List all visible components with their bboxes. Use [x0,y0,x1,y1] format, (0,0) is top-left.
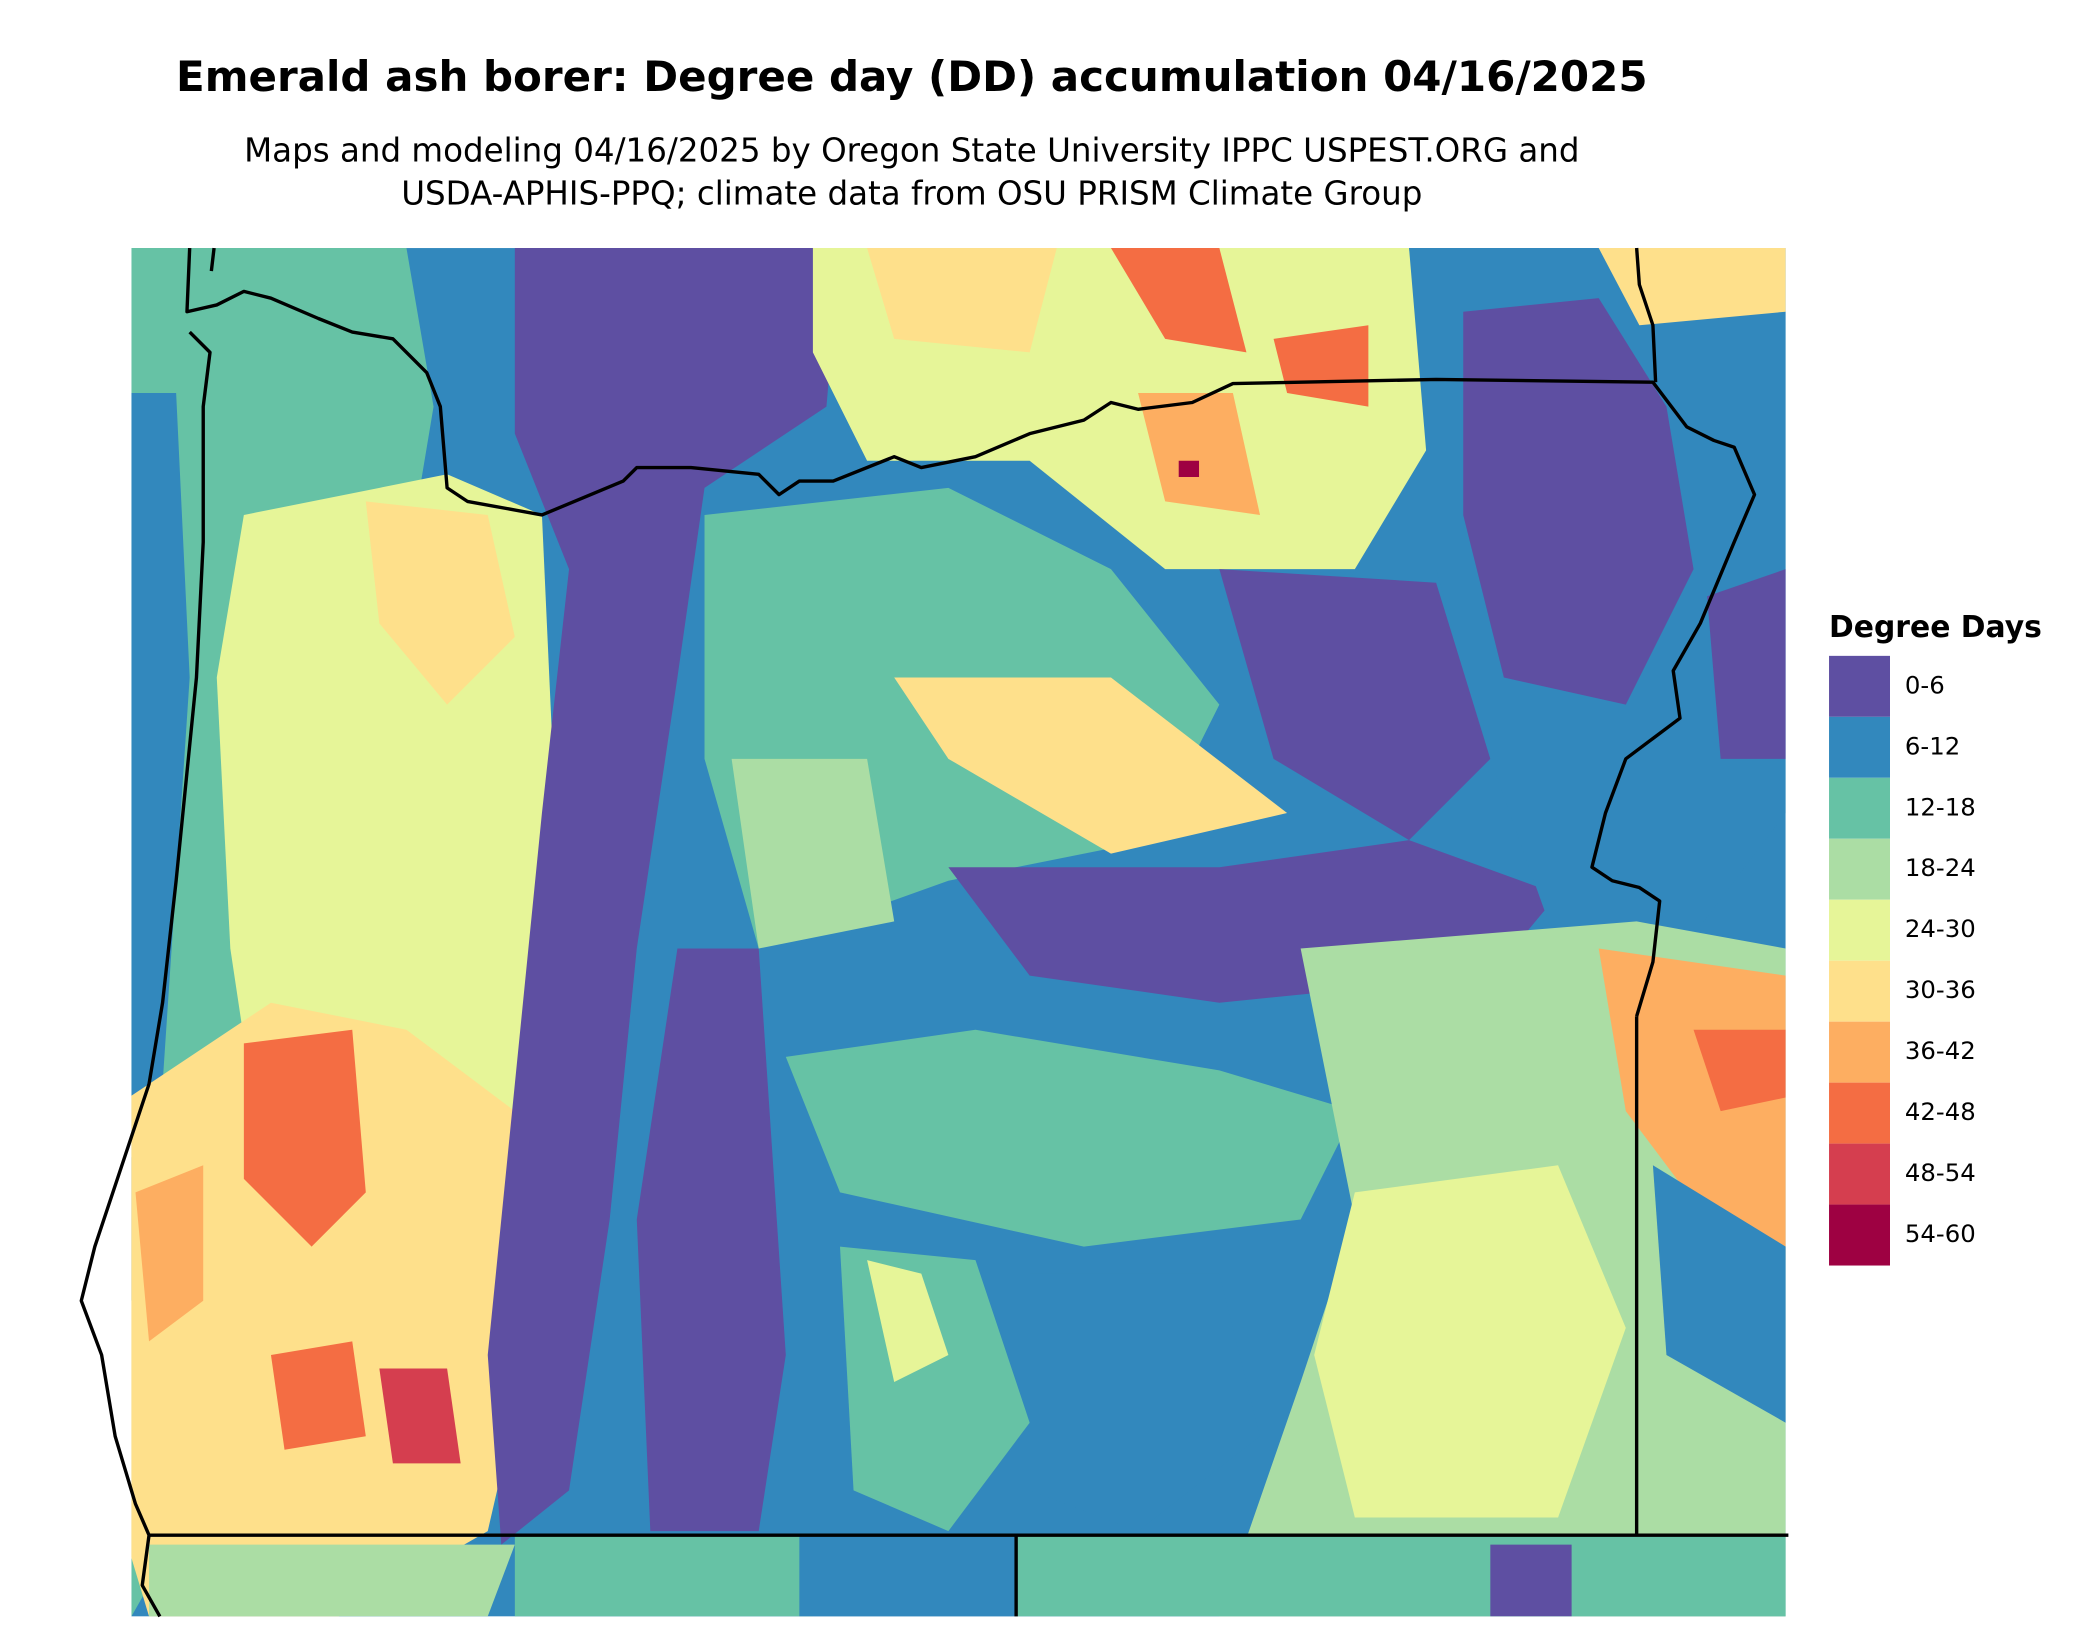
region [1016,1535,1786,1617]
region [270,1341,366,1450]
region [131,393,190,1301]
legend: 0-6 6-12 12-18 18-24 24-30 30-36 36-42 42-48 48-… [1829,655,1976,1266]
legend-label: 54-60 [1905,1219,1976,1248]
region [149,1544,515,1617]
legend-swatch [1829,716,1890,778]
state-border [209,247,1658,383]
region [1463,298,1694,705]
region [1314,1165,1626,1518]
legend-swatch [1829,1082,1890,1144]
region [894,677,1288,854]
region [785,1029,1355,1247]
legend-swatch [1829,655,1890,717]
legend-swatch [1829,838,1890,900]
region [1110,248,1247,353]
region [1707,569,1786,759]
region [1178,460,1200,478]
region [365,501,515,705]
region [243,1029,366,1247]
legend-label: 18-24 [1905,853,1976,882]
region [867,1260,949,1383]
legend-label: 12-18 [1905,792,1976,821]
legend-swatch [1829,1204,1890,1266]
legend-label: 0-6 [1905,670,1945,699]
legend-label: 36-42 [1905,1036,1976,1065]
region [1273,325,1369,407]
region [1598,948,1786,1261]
region [1219,569,1491,841]
legend-swatch [1829,1143,1890,1205]
map-subtitle: Maps and modeling 04/16/2025 by Oregon S… [244,131,1579,169]
region [379,1368,461,1464]
legend-label: 24-30 [1905,914,1976,943]
region [799,1535,1017,1617]
legend-label: 48-54 [1905,1158,1976,1187]
region [636,948,786,1532]
legend-swatch [1829,899,1890,961]
region [487,248,840,1545]
region [867,248,1057,353]
legend-label: 30-36 [1905,975,1976,1004]
region [1029,1273,1260,1532]
coastline [79,330,212,1618]
legend-label: 6-12 [1905,731,1960,760]
legend-swatch [1829,1021,1890,1083]
map-title: Emerald ash borer: Degree day (DD) accum… [176,52,1648,101]
state-border [185,247,1757,1017]
legend-label: 42-48 [1905,1097,1976,1126]
legend-title: Degree Days [1829,610,2042,645]
region [1490,1544,1572,1617]
region [1138,393,1260,515]
legend-swatch [1829,777,1890,839]
region [135,1165,204,1342]
region [731,758,895,949]
map-subtitle: USDA-APHIS-PPQ; climate data from OSU PR… [401,175,1422,213]
map-raster [131,248,1786,1617]
region [1693,1029,1786,1112]
legend-swatch [1829,960,1890,1022]
region [1652,1165,1786,1423]
region [514,1535,813,1617]
